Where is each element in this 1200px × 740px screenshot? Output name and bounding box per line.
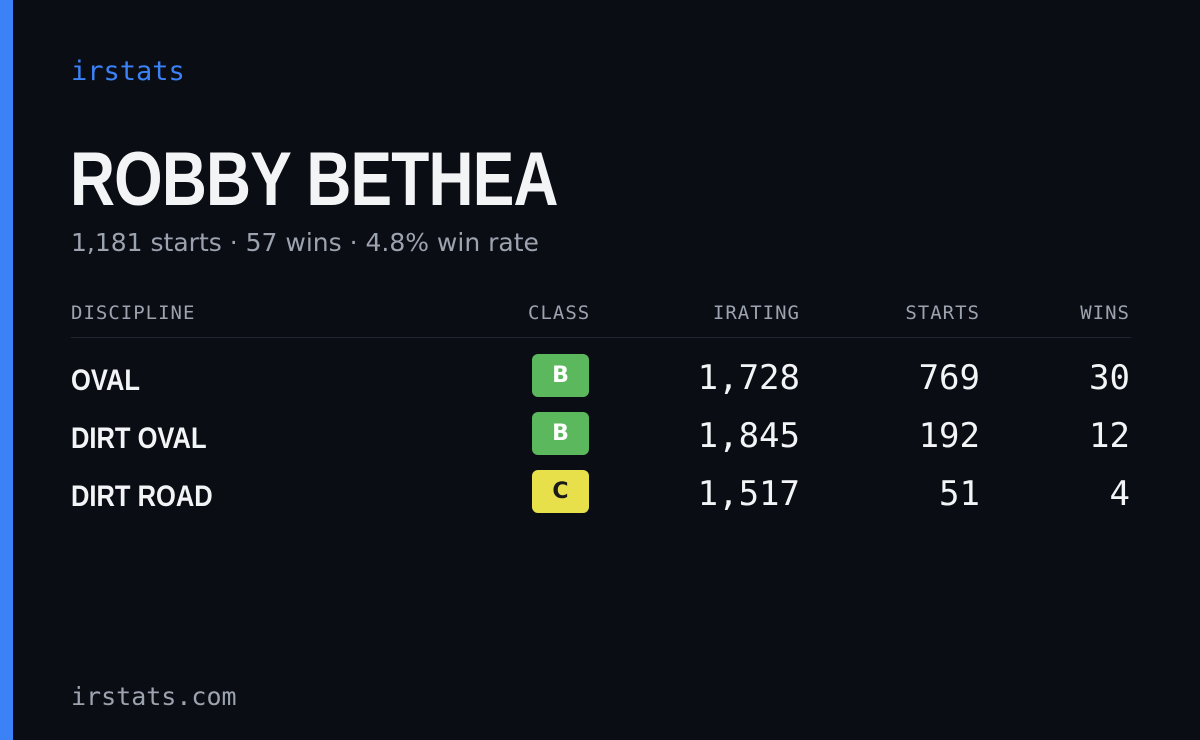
- class-badge: B: [532, 354, 589, 397]
- starts: 769: [918, 358, 980, 398]
- class-badge: B: [532, 412, 589, 455]
- column-header: DISCIPLINE: [71, 302, 196, 324]
- irating: 1,517: [697, 474, 800, 514]
- header-rule: [71, 337, 1131, 338]
- discipline: DIRT ROAD: [71, 480, 213, 513]
- summary: 1,181 starts · 57 wins · 4.8% win rate: [71, 228, 539, 257]
- discipline: DIRT OVAL: [71, 422, 207, 455]
- accent-bar: [0, 0, 13, 740]
- column-header: IRATING: [712, 302, 800, 324]
- column-header: CLASS: [528, 302, 591, 324]
- wins: 12: [1089, 416, 1130, 456]
- wins: 4: [1109, 474, 1130, 514]
- column-header: WINS: [1080, 302, 1130, 324]
- driver-name: ROBBY BETHEA: [70, 137, 558, 222]
- irating: 1,845: [697, 416, 800, 456]
- starts: 192: [918, 416, 980, 456]
- footer-link: irstats.com: [71, 682, 237, 711]
- wins: 30: [1089, 358, 1130, 398]
- class-badge: C: [532, 470, 589, 513]
- column-header: STARTS: [905, 302, 980, 324]
- discipline: OVAL: [71, 364, 140, 397]
- brand: irstats: [71, 56, 185, 87]
- starts: 51: [939, 474, 980, 514]
- irating: 1,728: [697, 358, 800, 398]
